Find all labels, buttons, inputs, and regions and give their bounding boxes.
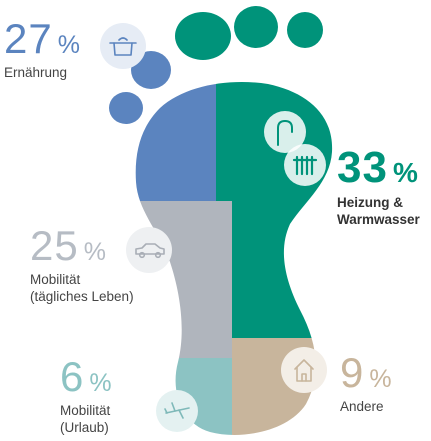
category-mobilitaet-alltag: 25% Mobilität (tägliches Leben) [30,225,134,305]
pot-icon [100,23,146,69]
category-label-line-1: Mobilität [60,403,111,418]
value-label: 9 [340,349,365,396]
house-icon [281,347,327,393]
category-mobilitaet-urlaub: 6% Mobilität (Urlaub) [60,356,112,436]
faucet-icon [264,111,306,153]
radiator-icon [284,144,326,186]
toes [109,6,323,124]
segment-mobilitaet-alltag [135,201,232,358]
car-icon [126,227,172,273]
unit-label: % [392,157,418,188]
unit-label: % [369,365,392,393]
value-label: 25 [30,222,79,269]
category-label: Andere [340,399,384,414]
value-label: 6 [60,353,85,400]
toe-5 [109,92,143,124]
category-label-line-1: Heizung & [337,195,403,210]
toe-3 [287,12,323,48]
segment-ernaehrung [135,81,216,201]
category-label-line-1: Mobilität [30,272,81,287]
category-andere: 9% Andere [340,352,392,415]
unit-label: % [57,31,80,59]
value-label: 27 [4,15,53,62]
toe-big [175,12,231,60]
unit-label: % [83,238,106,266]
segment-andere [232,338,333,435]
unit-label: % [89,369,112,397]
category-label-line-2: (Urlaub) [60,420,109,435]
category-ernaehrung: 27% Ernährung [4,18,80,81]
toe-2 [234,6,278,48]
value-label: 33 [337,143,388,192]
airplane-icon [156,390,198,432]
category-label-line-2: (tägliches Leben) [30,289,134,304]
category-heizung: 33% Heizung & Warmwasser [337,146,420,228]
category-label-line-2: Warmwasser [337,212,420,227]
category-label: Ernährung [4,65,68,80]
toe-4 [131,51,171,89]
